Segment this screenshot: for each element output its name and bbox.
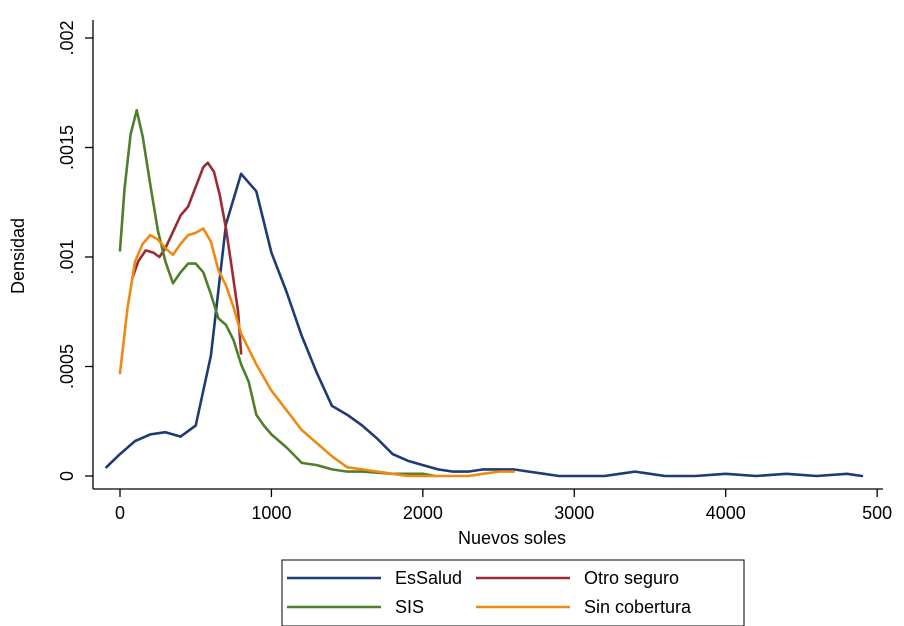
x-axis-ticks: 0 1000 2000 3000 4000 500 [115, 489, 892, 523]
x-tick-label: 1000 [251, 503, 291, 523]
y-tick-label: .0005 [57, 344, 77, 389]
legend-label-sin-cobertura: Sin cobertura [584, 597, 692, 617]
legend-label-essalud: EsSalud [395, 568, 462, 588]
y-axis-ticks: 0 .0005 .001 .0015 .002 [57, 20, 93, 481]
plot-area: 0 .0005 .001 .0015 .002 0 1000 2000 3000 4000 500 [57, 20, 892, 523]
y-tick-label: .001 [57, 239, 77, 274]
series-line-essalud [105, 172, 864, 478]
x-tick-label: 2000 [403, 503, 443, 523]
legend: EsSalud SIS Otro seguro Sin cobertura [281, 559, 745, 626]
legend-label-otro-seguro: Otro seguro [584, 568, 679, 588]
y-tick-label: .0015 [57, 125, 77, 170]
series-line-sis [118, 109, 437, 478]
y-tick-label: 0 [57, 471, 77, 481]
series-line-otro-seguro [130, 161, 243, 355]
x-tick-label: 3000 [554, 503, 594, 523]
x-axis-title: Nuevos soles [458, 528, 566, 548]
x-tick-label: 4000 [706, 503, 746, 523]
series-line-sin-cobertura [118, 227, 515, 478]
y-axis-title: Densidad [8, 218, 28, 294]
legend-label-sis: SIS [395, 597, 424, 617]
x-tick-label: 0 [115, 503, 125, 523]
x-tick-label: 500 [862, 503, 892, 523]
legend-box [281, 559, 745, 626]
y-tick-label: .002 [57, 20, 77, 55]
series-lines [105, 109, 864, 478]
